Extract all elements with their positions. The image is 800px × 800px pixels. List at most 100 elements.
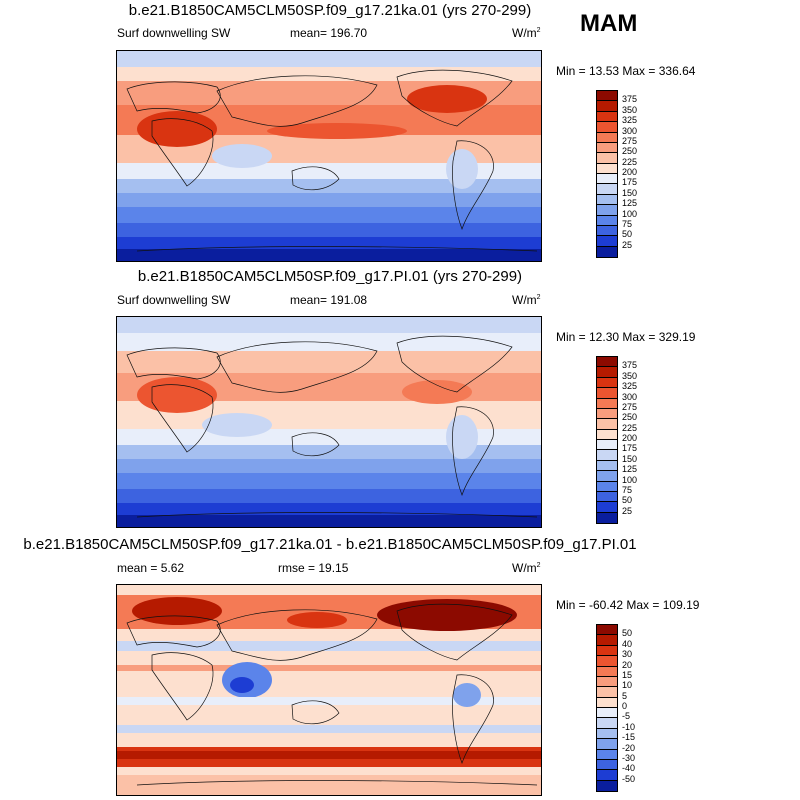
colorbar-swatch xyxy=(597,378,617,388)
panel-3-mean-label: mean = 5.62 xyxy=(117,561,184,575)
colorbar-tick-label: 30 xyxy=(622,649,632,659)
panel-3-minmax: Min = -60.42 Max = 109.19 xyxy=(556,598,699,612)
panel-1-mean-label: mean= 196.70 xyxy=(290,26,367,40)
colorbar-swatch xyxy=(597,205,617,215)
colorbar-tick-label: 75 xyxy=(622,219,632,229)
colorbar-swatch xyxy=(597,195,617,205)
colorbar-tick-label: -10 xyxy=(622,722,635,732)
colorbar-tick-label: 40 xyxy=(622,639,632,649)
panel-1-map xyxy=(116,50,542,262)
colorbar-tick-label: 25 xyxy=(622,240,632,250)
colorbar-swatch xyxy=(597,625,617,635)
colorbar-tick-label: 300 xyxy=(622,126,637,136)
colorbar-swatch xyxy=(597,646,617,656)
colorbar-swatch xyxy=(597,471,617,481)
colorbar-tick-label: 15 xyxy=(622,670,632,680)
colorbar-swatch xyxy=(597,667,617,677)
panel-1-variable-label: Surf downwelling SW xyxy=(117,26,230,40)
colorbar-swatch xyxy=(597,112,617,122)
colorbar-swatch xyxy=(597,164,617,174)
colorbar-tick-label: 100 xyxy=(622,209,637,219)
colorbar-swatch xyxy=(597,91,617,101)
colorbar-tick-label: 275 xyxy=(622,402,637,412)
colorbar-tick-label: 375 xyxy=(622,94,637,104)
colorbar-tick-label: 100 xyxy=(622,475,637,485)
panel-1-minmax: Min = 13.53 Max = 336.64 xyxy=(556,64,695,78)
colorbar-swatch xyxy=(597,226,617,236)
colorbar-tick-label: 10 xyxy=(622,680,632,690)
colorbar-tick-label: -50 xyxy=(622,774,635,784)
colorbar-tick-label: 20 xyxy=(622,660,632,670)
colorbar-swatch xyxy=(597,770,617,780)
panel-3-rmse-label: rmse = 19.15 xyxy=(278,561,348,575)
colorbar-swatch xyxy=(597,122,617,132)
colorbar-swatch xyxy=(597,635,617,645)
colorbar-tick-label: 50 xyxy=(622,628,632,638)
colorbar-swatch xyxy=(597,367,617,377)
colorbar-swatch xyxy=(597,419,617,429)
panel-1-colorbar xyxy=(596,90,618,258)
colorbar-swatch xyxy=(597,399,617,409)
colorbar-swatch xyxy=(597,750,617,760)
panel-2-map-canvas xyxy=(117,317,541,527)
colorbar-tick-label: 375 xyxy=(622,360,637,370)
colorbar-tick-label: -40 xyxy=(622,763,635,773)
panel-2-colorbar-ticks: 375 350 325 300 275 250 225 200 175 150 125 100 75 50… xyxy=(622,356,662,522)
panel-3-map xyxy=(116,584,542,796)
colorbar-tick-label: 225 xyxy=(622,157,637,167)
colorbar-tick-label: 350 xyxy=(622,371,637,381)
colorbar-tick-label: 50 xyxy=(622,229,632,239)
colorbar-swatch xyxy=(597,216,617,226)
colorbar-tick-label: 175 xyxy=(622,443,637,453)
colorbar-tick-label: 275 xyxy=(622,136,637,146)
panel-1-map-canvas xyxy=(117,51,541,261)
panel-2-map xyxy=(116,316,542,528)
colorbar-tick-label: 0 xyxy=(622,701,627,711)
colorbar-swatch xyxy=(597,133,617,143)
colorbar-swatch xyxy=(597,236,617,246)
colorbar-swatch xyxy=(597,461,617,471)
panel-2-minmax: Min = 12.30 Max = 329.19 xyxy=(556,330,695,344)
panel-1-title: b.e21.B1850CAM5CLM50SP.f09_g17.21ka.01 (… xyxy=(0,2,660,19)
colorbar-swatch xyxy=(597,174,617,184)
colorbar-tick-label: 350 xyxy=(622,105,637,115)
colorbar-tick-label: 50 xyxy=(622,495,632,505)
colorbar-tick-label: 150 xyxy=(622,188,637,198)
colorbar-swatch xyxy=(597,739,617,749)
panel-3-title: b.e21.B1850CAM5CLM50SP.f09_g17.21ka.01 -… xyxy=(0,536,660,553)
panel-2-units: W/m2 xyxy=(512,293,541,307)
colorbar-swatch xyxy=(597,357,617,367)
colorbar-tick-label: 125 xyxy=(622,464,637,474)
colorbar-tick-label: 150 xyxy=(622,454,637,464)
panel-1-units: W/m2 xyxy=(512,26,541,40)
colorbar-tick-label: 300 xyxy=(622,392,637,402)
panel-3-colorbar xyxy=(596,624,618,792)
colorbar-swatch xyxy=(597,101,617,111)
colorbar-tick-label: 75 xyxy=(622,485,632,495)
colorbar-tick-label: 125 xyxy=(622,198,637,208)
colorbar-swatch xyxy=(597,409,617,419)
colorbar-tick-label: 325 xyxy=(622,381,637,391)
colorbar-swatch xyxy=(597,184,617,194)
colorbar-tick-label: 200 xyxy=(622,433,637,443)
colorbar-swatch xyxy=(597,492,617,502)
panel-2-mean-label: mean= 191.08 xyxy=(290,293,367,307)
colorbar-swatch xyxy=(597,718,617,728)
colorbar-tick-label: 225 xyxy=(622,423,637,433)
colorbar-swatch xyxy=(597,153,617,163)
colorbar-swatch xyxy=(597,656,617,666)
colorbar-tick-label: 25 xyxy=(622,506,632,516)
panel-2-colorbar xyxy=(596,356,618,524)
colorbar-tick-label: -30 xyxy=(622,753,635,763)
colorbar-swatch xyxy=(597,708,617,718)
colorbar-swatch xyxy=(597,388,617,398)
colorbar-swatch xyxy=(597,760,617,770)
colorbar-swatch xyxy=(597,143,617,153)
colorbar-swatch xyxy=(597,513,617,523)
panel-3-units: W/m2 xyxy=(512,561,541,575)
colorbar-tick-label: 325 xyxy=(622,115,637,125)
colorbar-swatch xyxy=(597,502,617,512)
colorbar-tick-label: -20 xyxy=(622,743,635,753)
colorbar-swatch xyxy=(597,781,617,791)
colorbar-tick-label: 250 xyxy=(622,146,637,156)
